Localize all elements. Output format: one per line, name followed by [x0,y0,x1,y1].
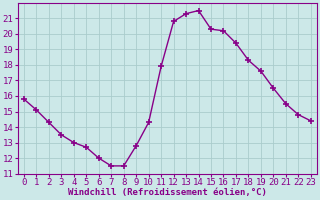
X-axis label: Windchill (Refroidissement éolien,°C): Windchill (Refroidissement éolien,°C) [68,188,267,197]
